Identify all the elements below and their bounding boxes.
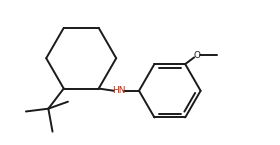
Text: HN: HN	[112, 86, 126, 95]
Text: O: O	[193, 51, 200, 60]
